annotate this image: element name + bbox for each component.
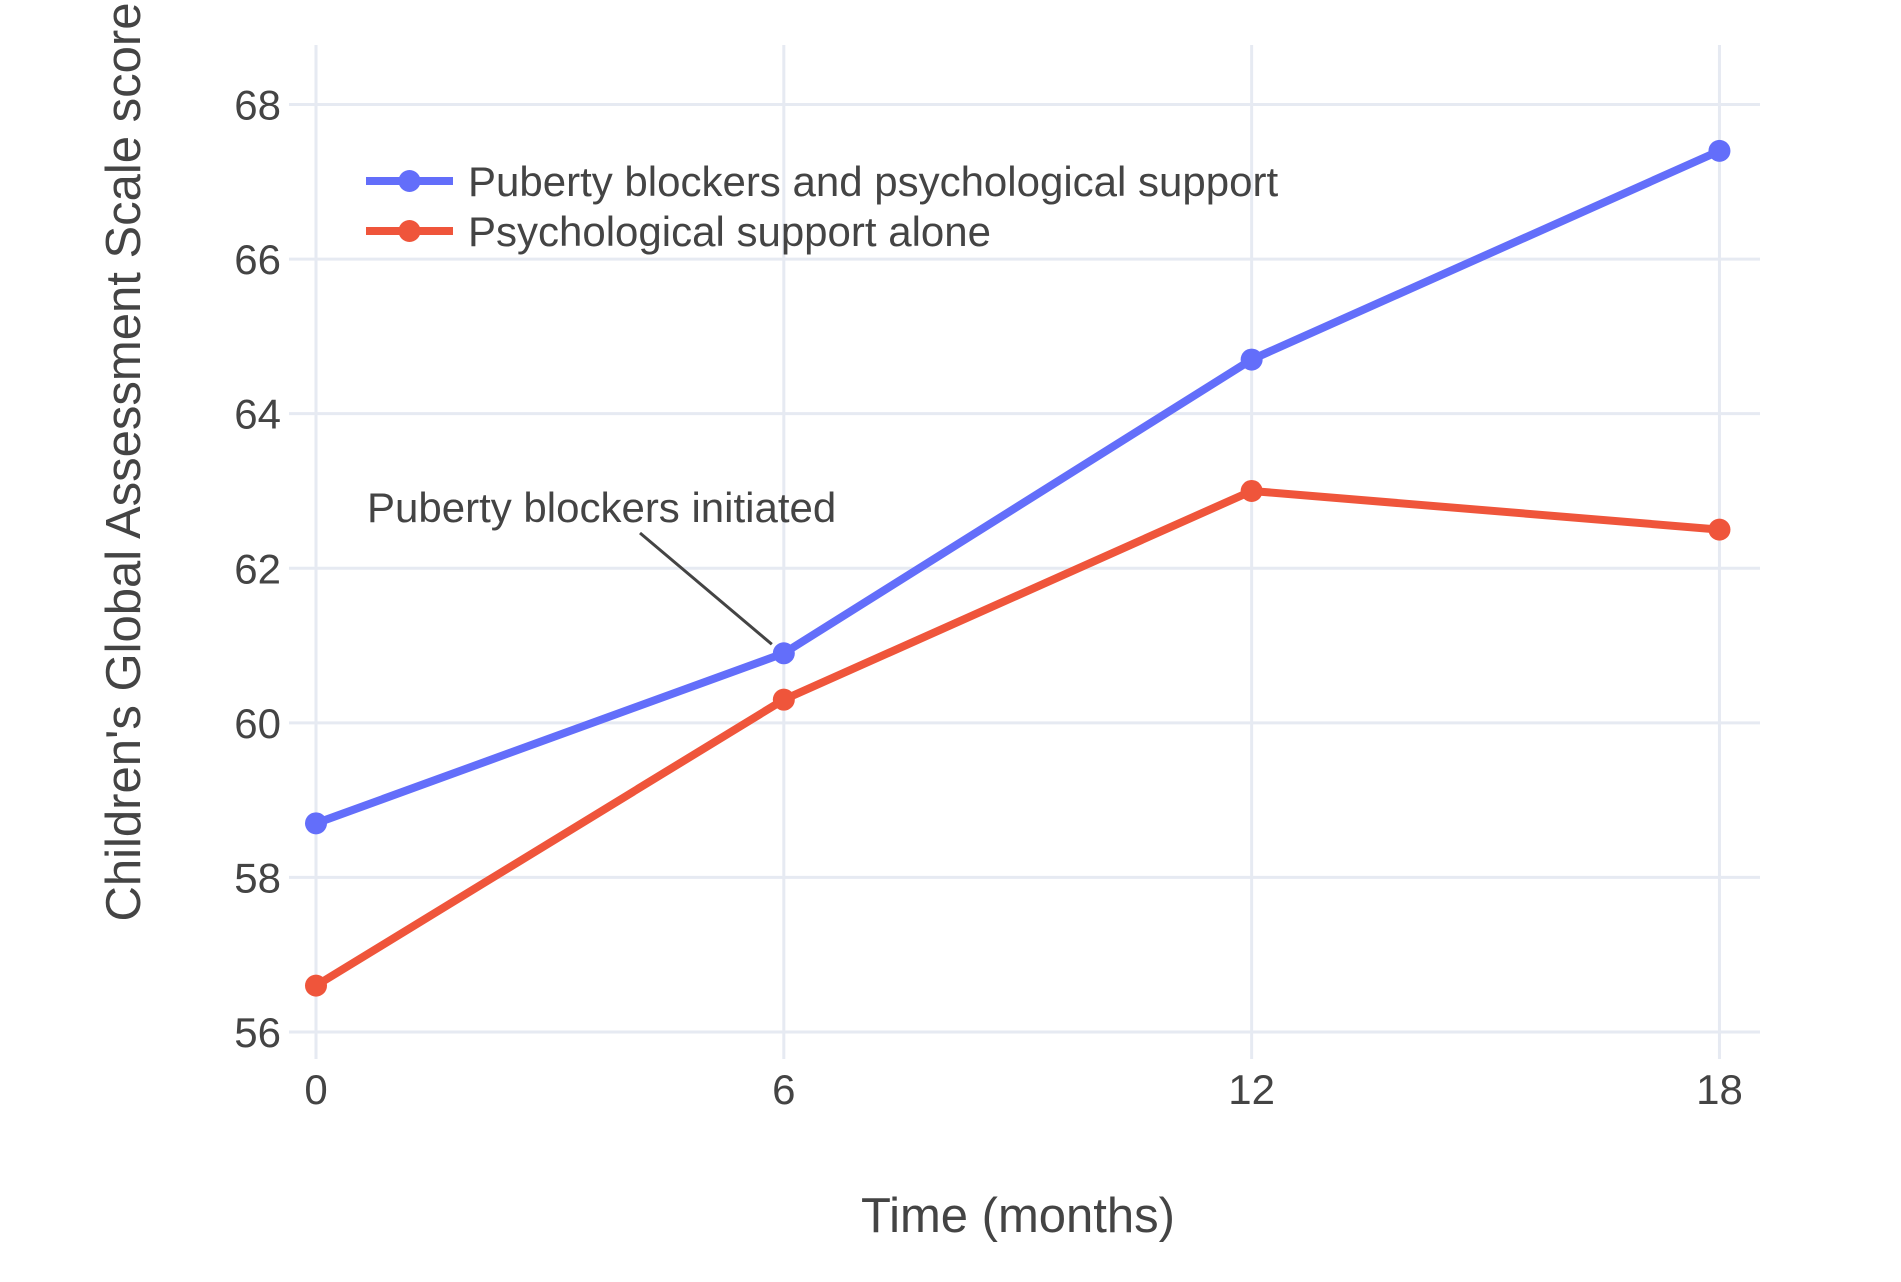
- legend-label: Psychological support alone: [468, 208, 991, 255]
- series-layer: [305, 139, 1731, 997]
- annotation-leader-line: [639, 531, 773, 646]
- y-tick-label: 56: [234, 1009, 281, 1056]
- legend-label: Puberty blockers and psychological suppo…: [468, 158, 1278, 205]
- x-axis-title: Time (months): [861, 1189, 1175, 1243]
- data-point-series-0: [1708, 139, 1731, 162]
- x-tick-label: 6: [772, 1066, 795, 1113]
- y-tick-label: 58: [234, 854, 281, 901]
- data-point-series-0: [305, 812, 327, 835]
- annotation-text: Puberty blockers initiated: [367, 484, 836, 531]
- legend-item-1[interactable]: Psychological support alone: [366, 208, 991, 255]
- x-tick-label: 18: [1696, 1066, 1743, 1113]
- data-point-series-1: [305, 974, 327, 997]
- legend-marker: [398, 220, 421, 242]
- y-tick-label: 68: [234, 82, 281, 129]
- data-point-series-1: [1240, 479, 1263, 502]
- y-tick-label: 66: [234, 236, 281, 283]
- grid-layer: [289, 45, 1760, 1059]
- y-axis-title: Children's Global Assessment Scale score: [97, 3, 151, 922]
- y-tick-label: 64: [234, 391, 281, 438]
- series-line-1: [312, 486, 1724, 990]
- tick-label-layer: 56 58 60 62 64 66 68 0 6 12 18: [234, 82, 1743, 1113]
- legend: Puberty blockers and psychological suppo…: [366, 158, 1278, 255]
- data-point-series-0: [772, 642, 795, 665]
- y-tick-label: 60: [234, 700, 281, 747]
- x-tick-label: 12: [1228, 1066, 1275, 1113]
- data-point-series-0: [1240, 348, 1263, 371]
- x-tick-label: 0: [304, 1066, 327, 1113]
- data-point-series-1: [1708, 518, 1731, 541]
- y-tick-label: 62: [234, 545, 281, 592]
- legend-item-0[interactable]: Puberty blockers and psychological suppo…: [366, 158, 1278, 205]
- annotation: Puberty blockers initiated: [367, 484, 836, 646]
- legend-marker: [398, 170, 421, 192]
- series-line-0: [312, 146, 1724, 828]
- data-point-series-1: [772, 688, 795, 711]
